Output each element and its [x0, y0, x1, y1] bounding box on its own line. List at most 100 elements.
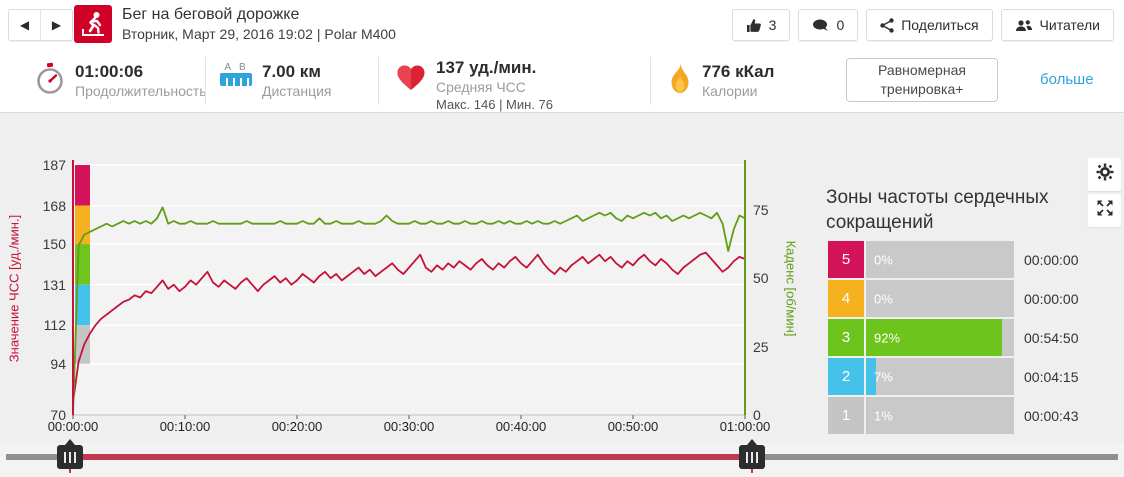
- y-axis-left-tick: 150: [42, 236, 66, 253]
- hr-zone-row-2: 2 7% 00:04:15: [828, 358, 1079, 395]
- zone-number: 3: [841, 329, 851, 346]
- like-button[interactable]: 3: [731, 9, 791, 41]
- stat-duration: 01:00:06 Продолжительность: [35, 62, 207, 101]
- treadmill-running-icon: [74, 5, 112, 43]
- y-axis-left-tick: 94: [50, 355, 66, 372]
- header-actions: 3 0 Поделиться Читатели: [731, 9, 1114, 41]
- stat-distance: AB 7.00 км Дистанция: [220, 62, 332, 100]
- flame-icon: [668, 62, 692, 99]
- zone-number: 5: [841, 251, 851, 268]
- gear-icon: [1096, 163, 1114, 186]
- zone-bar-fill: [866, 358, 877, 395]
- time-range-selected[interactable]: [70, 454, 752, 460]
- zone-time: 00:54:50: [1024, 329, 1079, 346]
- like-count: 3: [768, 17, 777, 33]
- hr-zones-title: Зоны частоты сердечных сокращений: [826, 187, 1049, 233]
- session-subtitle: Вторник, Март 29, 2016 19:02 | Polar M40…: [122, 26, 396, 42]
- zone-bar-fill: [866, 397, 868, 434]
- benefit-line2: тренировка+: [880, 81, 964, 97]
- distance-value: 7.00 км: [262, 62, 321, 81]
- y-axis-left-tick: 187: [42, 157, 66, 173]
- zone-number-box: 2: [828, 358, 864, 395]
- y-axis-left-title: Значение ЧСС [уд./мин.]: [6, 214, 22, 363]
- next-session-button[interactable]: ▶: [41, 10, 72, 40]
- x-axis-tick: 01:00:00: [719, 419, 771, 434]
- people-icon: [1015, 19, 1033, 32]
- zone-percent: 0%: [874, 252, 893, 267]
- training-benefit-button[interactable]: Равномерная тренировка+: [846, 58, 998, 102]
- readers-button[interactable]: Читатели: [1000, 9, 1114, 41]
- slider-handle-left[interactable]: [57, 439, 83, 473]
- comments-button[interactable]: 0: [798, 9, 859, 41]
- zone-bar-fill: [866, 319, 1003, 356]
- calories-value: 776 кКал: [702, 62, 775, 81]
- zone-number-box: 1: [828, 397, 864, 434]
- stat-heart-rate: 137 уд./мин. Средняя ЧСС Макс. 146 | Мин…: [396, 58, 553, 113]
- hr-zone-row-4: 4 0% 00:00:00: [828, 280, 1079, 317]
- top-header: ◀ ▶ Бег на беговой дорожке Вторник, Март…: [0, 0, 1124, 51]
- zone-number: 1: [841, 407, 851, 424]
- zone-bar-track: 1%: [866, 397, 1014, 434]
- thumbs-up-icon: [746, 18, 762, 33]
- arrow-left-icon: ◀: [19, 18, 30, 32]
- share-label: Поделиться: [901, 17, 979, 33]
- zone-percent: 1%: [874, 408, 893, 423]
- y-axis-left-tick: 168: [42, 197, 66, 214]
- fullscreen-button[interactable]: [1088, 194, 1121, 227]
- more-link[interactable]: больше: [1040, 71, 1094, 88]
- zone-percent: 7%: [874, 369, 893, 384]
- x-axis-tick: 00:10:00: [159, 419, 211, 434]
- stopwatch-icon: [35, 62, 65, 101]
- zone-percent: 92%: [874, 330, 901, 345]
- x-axis-tick: 00:30:00: [383, 419, 435, 434]
- zone-number-box: 3: [828, 319, 864, 356]
- stats-divider: [205, 57, 206, 105]
- y-axis-left-tick: 112: [43, 317, 66, 334]
- distance-label: Дистанция: [262, 83, 332, 99]
- heart-rate-value: 137 уд./мин.: [436, 58, 537, 77]
- benefit-line1: Равномерная: [878, 62, 966, 78]
- chart-settings-button[interactable]: [1088, 158, 1121, 191]
- duration-value: 01:00:06: [75, 62, 144, 81]
- y-axis-right-tick: 25: [753, 338, 769, 355]
- zone-bar-track: 7%: [866, 358, 1014, 395]
- stats-divider: [650, 57, 651, 105]
- zone-time: 00:04:15: [1024, 368, 1079, 385]
- x-axis-tick: 00:20:00: [271, 419, 323, 434]
- arrow-right-icon: ▶: [51, 18, 62, 32]
- x-axis-tick: 00:00:00: [47, 419, 99, 434]
- slider-handle-right[interactable]: [739, 439, 765, 473]
- readers-label: Читатели: [1039, 17, 1100, 33]
- x-axis-tick: 00:50:00: [607, 419, 659, 434]
- zone-number: 2: [841, 368, 851, 385]
- page-title: Бег на беговой дорожке: [122, 6, 300, 23]
- activity-chart[interactable]: [0, 113, 820, 443]
- distance-ruler-icon: AB: [220, 62, 252, 86]
- analysis-area: Значение ЧСС [уд./мин.] Каденс [об/мин] …: [0, 113, 1124, 477]
- zone-number: 4: [841, 290, 851, 307]
- y-axis-left-tick: 70: [50, 407, 66, 423]
- expand-icon: [1096, 199, 1114, 222]
- zone-percent: 0%: [874, 291, 893, 306]
- zone-time: 00:00:00: [1024, 290, 1079, 307]
- zone-bar-track: 0%: [866, 241, 1014, 278]
- zone-time: 00:00:43: [1024, 407, 1079, 424]
- heart-icon: [396, 64, 426, 96]
- y-axis-right-tick: 50: [753, 270, 769, 287]
- stat-calories: 776 кКал Калории: [668, 62, 774, 100]
- y-axis-right-tick: 0: [753, 407, 761, 423]
- heart-rate-max-min: Макс. 146 | Мин. 76: [436, 97, 554, 112]
- session-nav: ◀ ▶: [8, 9, 73, 41]
- zone-bar-track: 92%: [866, 319, 1014, 356]
- summary-stats-bar: 01:00:06 Продолжительность AB 7.00 км Ди…: [0, 50, 1124, 113]
- zone-time: 00:00:00: [1024, 251, 1079, 268]
- heart-rate-label: Средняя ЧСС: [436, 79, 526, 95]
- stats-divider: [378, 57, 379, 105]
- y-axis-right-tick: 75: [753, 202, 769, 219]
- comment-count: 0: [836, 17, 845, 33]
- share-icon: [880, 17, 894, 33]
- share-button[interactable]: Поделиться: [866, 9, 993, 41]
- hr-zone-row-3: 3 92% 00:54:50: [828, 319, 1079, 356]
- prev-session-button[interactable]: ◀: [9, 10, 41, 40]
- hr-zone-row-5: 5 0% 00:00:00: [828, 241, 1079, 278]
